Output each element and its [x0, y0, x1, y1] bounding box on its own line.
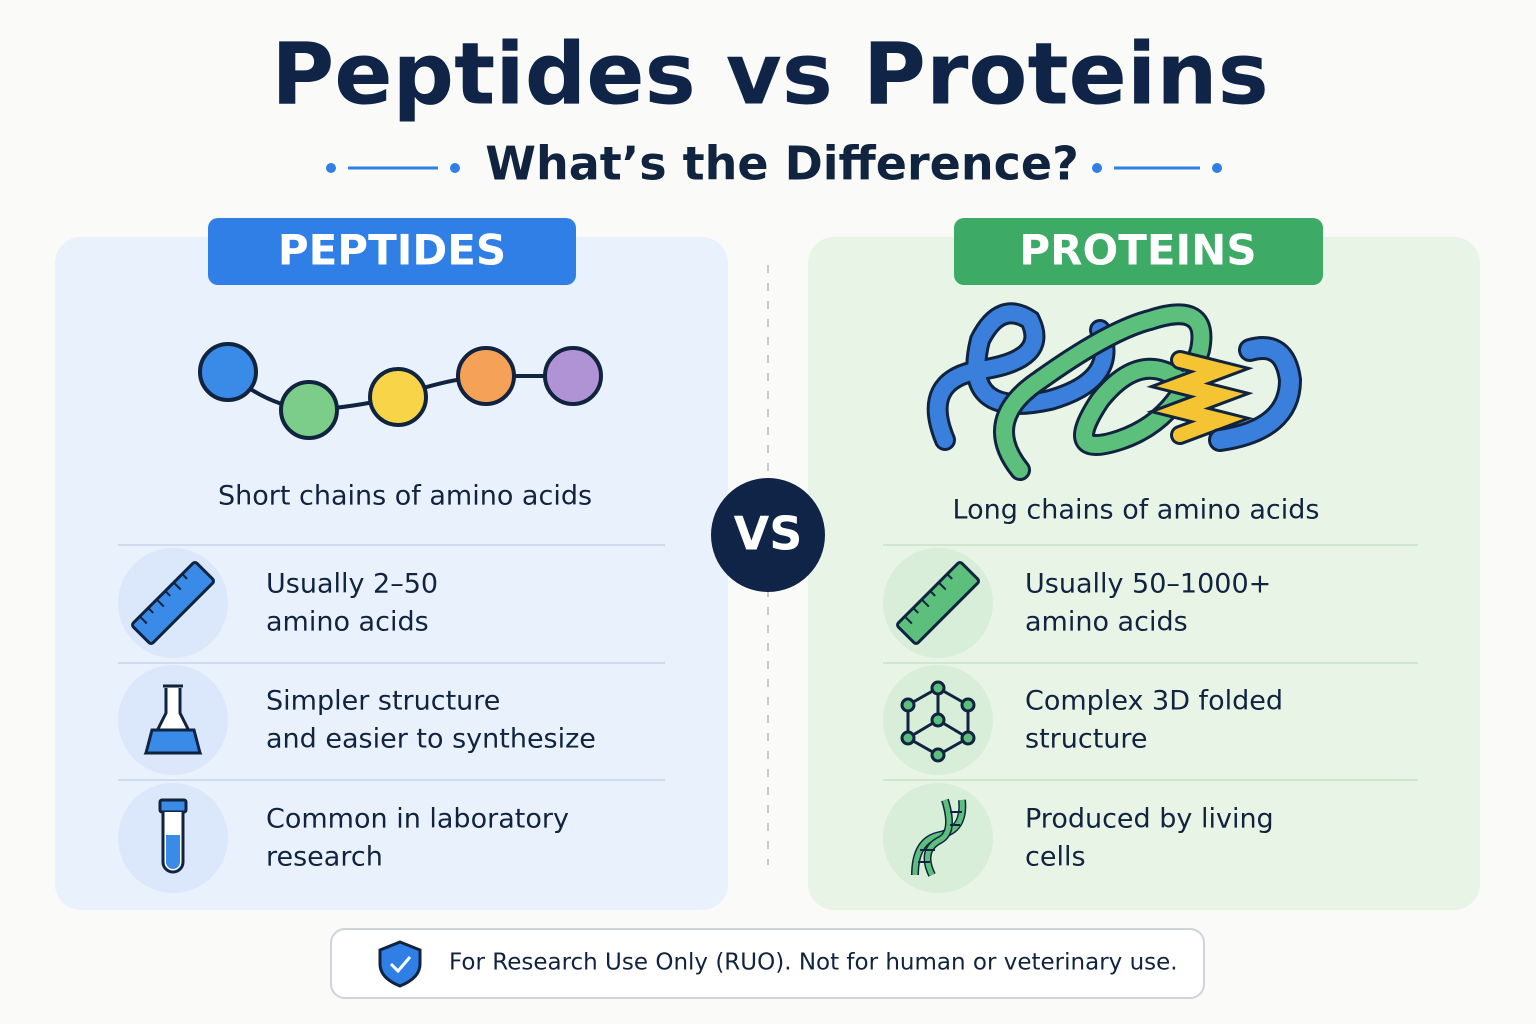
vs-badge	[711, 478, 825, 592]
panel-summary: Long chains of amino acids	[953, 495, 1320, 526]
subtitle: What’s the Difference?	[485, 137, 1079, 191]
title: Peptides vs Proteins	[271, 24, 1269, 124]
shield-icon	[378, 940, 422, 988]
dividers	[883, 544, 1418, 781]
subtitle-decor	[326, 163, 1222, 173]
item-text: Simpler structure	[266, 686, 500, 717]
item-text: Usually 2–50	[266, 569, 438, 600]
panel-summary: Short chains of amino acids	[218, 481, 592, 512]
panel-label-pill	[954, 218, 1323, 285]
vs-text: VS	[734, 507, 803, 561]
item-text: structure	[1025, 724, 1148, 755]
panel-label: PROTEINS	[1019, 226, 1256, 275]
molecule-icon	[900, 680, 976, 763]
peptide-chain	[198, 342, 603, 440]
item-text: amino acids	[266, 607, 429, 638]
protein-ribbon	[926, 302, 1303, 481]
panel-label: PEPTIDES	[278, 226, 506, 275]
ruler-icon	[131, 561, 215, 645]
item-text: Common in laboratory	[266, 804, 569, 835]
item-text: cells	[1025, 842, 1086, 873]
item-text: Usually 50–1000+	[1025, 569, 1271, 600]
footer-box	[330, 928, 1205, 999]
item-text: Produced by living	[1025, 804, 1274, 835]
item-text: research	[266, 842, 383, 873]
dividers	[118, 544, 665, 781]
footer-note: For Research Use Only (RUO). Not for hum…	[449, 950, 1178, 976]
dna-icon	[911, 798, 967, 877]
item-text: Complex 3D folded	[1025, 686, 1283, 717]
test-tube-icon	[158, 798, 188, 874]
item-text: amino acids	[1025, 607, 1188, 638]
flask-icon	[143, 684, 203, 755]
item-text: and easier to synthesize	[266, 724, 596, 755]
panel-label-pill	[208, 218, 576, 285]
ruler-icon	[896, 561, 980, 645]
